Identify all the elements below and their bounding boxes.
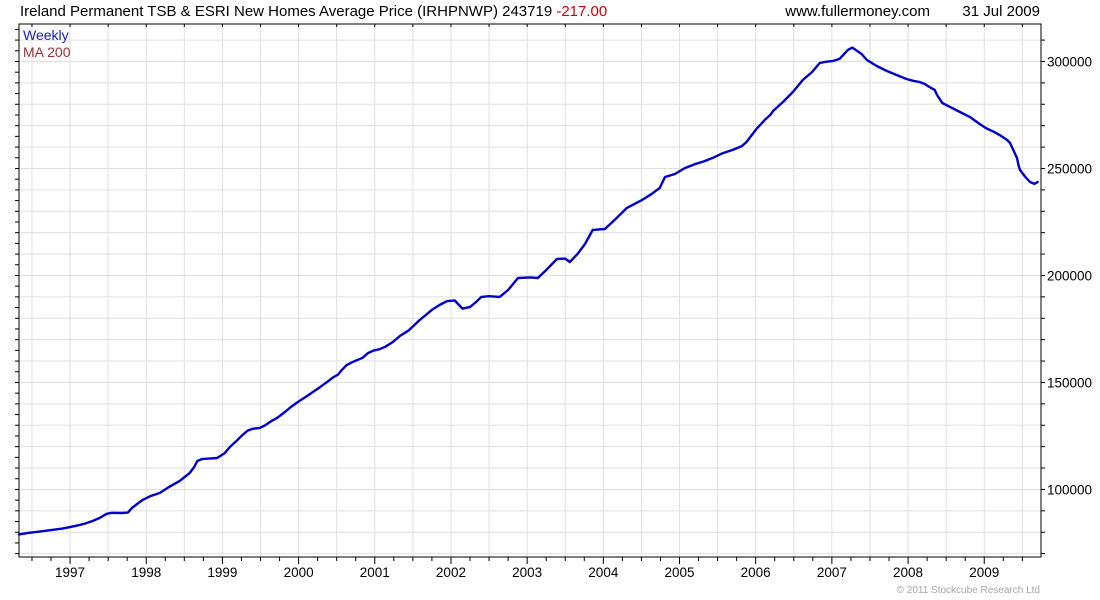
chart-header: Ireland Permanent TSB & ESRI New Homes A… [20, 3, 607, 20]
y-axis-label: 300000 [1047, 54, 1092, 69]
legend-item-ma200: MA 200 [23, 44, 71, 60]
x-axis-label: 2001 [360, 565, 390, 580]
x-axis-label: 2003 [512, 565, 542, 580]
x-axis-label: 2000 [284, 565, 314, 580]
price-change: -217.00 [556, 3, 608, 20]
x-axis-label: 2004 [588, 565, 619, 580]
x-axis-label: 2005 [664, 565, 694, 580]
x-axis-label: 2007 [817, 565, 847, 580]
date-label: 31 Jul 2009 [962, 3, 1040, 20]
x-axis-label: 2006 [741, 565, 771, 580]
y-axis-label: 150000 [1047, 375, 1092, 390]
copyright-label: © 2011 Stockcube Research Ltd [896, 585, 1040, 596]
x-axis-label: 2008 [893, 565, 923, 580]
legend-item-weekly: Weekly [23, 27, 69, 43]
x-axis-label: 1998 [131, 565, 161, 580]
chart-legend: Weekly MA 200 [23, 27, 70, 61]
x-axis-label: 1997 [55, 565, 85, 580]
y-axis-label: 200000 [1047, 268, 1092, 283]
x-axis-label: 2002 [436, 565, 466, 580]
x-axis-label: 1999 [207, 565, 237, 580]
price-line-weekly [17, 46, 1039, 536]
plot-border [18, 23, 1042, 558]
chart-title: Ireland Permanent TSB & ESRI New Homes A… [20, 3, 553, 20]
website-label: www.fullermoney.com [785, 3, 930, 20]
y-axis-label: 100000 [1047, 482, 1092, 497]
x-axis-label: 2009 [969, 565, 999, 580]
y-axis-label: 250000 [1047, 161, 1092, 176]
